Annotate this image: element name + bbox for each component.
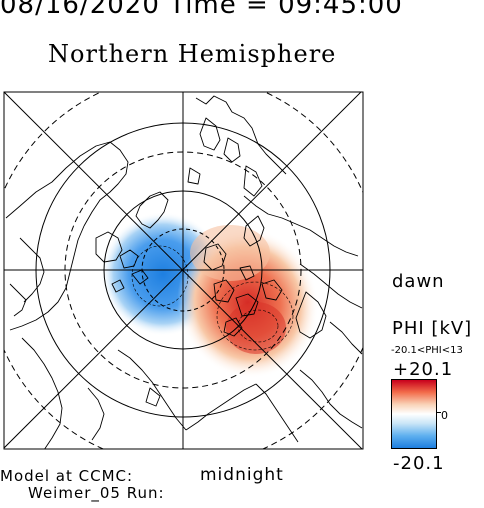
colorbar-max-value: +20.1 [393, 359, 454, 380]
meridian-diag-2 [4, 92, 362, 449]
model-line-1: Model at CCMC: [0, 467, 134, 485]
colorbar-zero-label: 0 [441, 409, 448, 422]
positive-cell-core [226, 302, 286, 354]
dawn-label: dawn [392, 271, 445, 292]
colorbar-label: PHI [kV] [392, 318, 473, 339]
colorbar [391, 379, 437, 449]
polar-potential-map [3, 91, 364, 450]
map-title: Northern Hemisphere [48, 40, 337, 68]
model-line-2: Weimer_05 Run: [28, 484, 165, 502]
midnight-label: midnight [200, 465, 284, 485]
pos-contour-1 [216, 281, 294, 351]
colorbar-range: -20.1<PHI<13 [391, 345, 463, 356]
colorbar-min-value: -20.1 [393, 453, 445, 474]
coastlines [5, 95, 363, 449]
date-time-header: 08/16/2020 Time = 09:45:00 [0, 0, 403, 20]
colorbar-zero-tick [436, 412, 441, 413]
map-frame [3, 91, 364, 450]
